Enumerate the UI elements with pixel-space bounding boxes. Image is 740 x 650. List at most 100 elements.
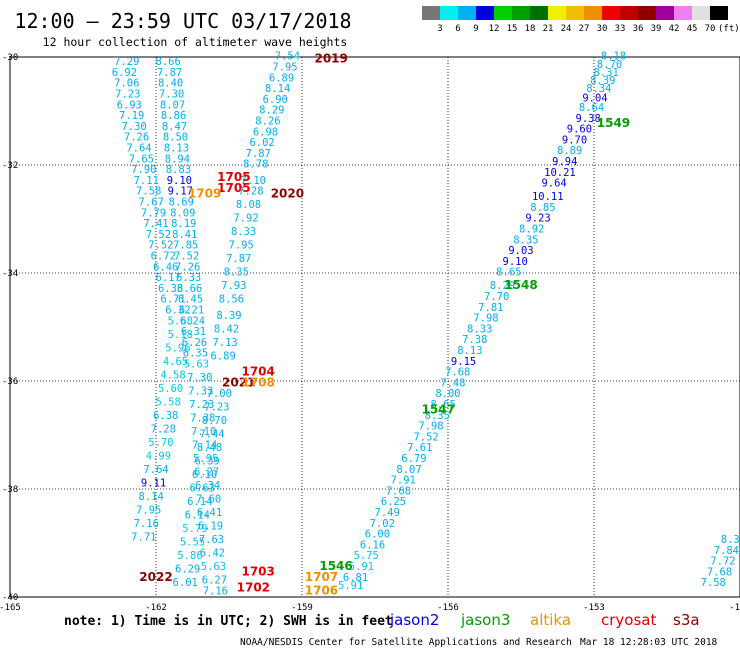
wave-height-value: 9.10 [167,175,192,187]
legend-jason2: jason2 [389,611,439,629]
pass-time-label: 1707 [305,570,338,584]
wave-height-value: 7.98 [473,313,498,325]
wave-height-value: 6.26 [182,337,207,349]
pass-time-label: 1547 [422,402,455,416]
wave-height-value: 7.70 [484,291,509,303]
wave-height-value: 7.52 [146,229,171,241]
wave-height-value: 7.52 [174,251,199,263]
legend-cryosat: cryosat [601,611,656,629]
wave-height-value: 9.94 [552,156,577,168]
plot-frame [9,56,740,598]
wave-height-value: 7.64 [143,464,168,476]
color-scale-tick: 39 [651,24,662,34]
x-tick-label: -150 [729,603,740,613]
wave-height-value: 10.21 [544,167,576,179]
wave-height-value: 6.42 [200,548,225,560]
wave-height-value: 9.11 [141,477,166,489]
wave-height-value: 8.34 [586,83,611,95]
wave-height-value: 8.41 [172,229,197,241]
wave-height-value: 8.40 [158,78,183,90]
wave-height-value: 7.68 [707,566,732,578]
color-scale-tick: 15 [507,24,518,34]
wave-height-value: 7.30 [159,89,184,101]
color-swatch [440,6,458,20]
color-scale-tick: 27 [579,24,590,34]
wave-height-value: 7.23 [189,399,214,411]
wave-height-value: 8.48 [197,442,222,454]
color-scale-tick: 12 [489,24,500,34]
wave-height-value: 8.14 [265,83,290,95]
plot-area: -165 -162 -159 -156 -153 -150 -30 -32 -34 -36 -38 -… [0,51,740,613]
wave-height-value: 5.86 [177,550,202,562]
color-swatch [422,6,440,20]
wave-height-value: 7.65 [129,153,154,165]
wave-height-value: 8.35 [513,234,538,246]
wave-height-value: 6.27 [202,575,227,587]
wave-height-value: 8.86 [161,110,186,122]
wave-height-value: 7.10 [241,175,266,187]
wave-height-value: 6.33 [158,283,183,295]
wave-height-value: 8.3 [721,534,740,546]
chart-title: 12:00 – 23:59 UTC 03/17/2018 [14,9,351,33]
wave-height-value: 8.78 [243,159,268,171]
wave-height-value: 5.63 [184,359,209,371]
wave-height-value: 6.98 [253,126,278,138]
wave-height-value: 7.11 [134,175,159,187]
wave-height-value: 7.68 [386,485,411,497]
wave-height-value: 8.39 [216,310,241,322]
pass-time-label: 1705 [217,170,250,184]
legend-s3a: s3a [673,611,700,629]
wave-height-value: 7.52 [413,431,438,443]
y-tick-label: -38 [2,485,18,495]
wave-height-value: 8.85 [530,202,555,214]
wave-height-value: 5.60 [158,383,183,395]
wave-height-value: 7.41 [143,218,168,230]
wave-height-value: 7.61 [407,442,432,454]
wave-height-value: 6.27 [194,467,219,479]
wave-height-value: 8.47 [162,121,187,133]
color-swatch [674,6,692,20]
wave-height-value: 6.34 [195,480,220,492]
chart-subtitle: 12 hour collection of altimeter wave hei… [43,35,348,49]
wave-height-value: 7.30 [121,121,146,133]
wave-height-value: 7.23 [204,402,229,414]
wave-height-value: 6.41 [197,507,222,519]
wave-height-value: 8.69 [169,197,194,209]
wave-height-value: 10.11 [532,191,564,203]
wave-height-value: 7.91 [391,475,416,487]
wave-height-value: 8.56 [219,294,244,306]
wave-height-value: 9.64 [541,178,566,190]
pass-time-label: 1546 [319,559,352,573]
wave-height-value: 7.52 [148,240,173,252]
wave-height-value: 8.50 [163,132,188,144]
wave-height-value: 8.65 [496,267,521,279]
wave-height-value: 8.35 [224,267,249,279]
wave-height-value: 6.92 [112,67,137,79]
wave-height-value: 7.29 [114,56,139,68]
wave-height-value: 8.07 [396,464,421,476]
wave-height-value: 6.10 [192,469,217,481]
pass-time-label: 1704 [241,365,274,379]
wave-height-value: 7.02 [370,518,395,530]
wave-height-value: 5.96 [165,342,190,354]
wave-height-value: 8.09 [170,207,195,219]
color-swatch [710,6,728,20]
wave-height-value: 8.39 [590,75,615,87]
wave-height-value: 6.71 [160,294,185,306]
wave-height-value: 7.84 [714,545,739,557]
pass-time-label: 1549 [597,116,630,130]
wave-height-value: 7.95 [229,240,254,252]
wave-height-value: 7.26 [175,261,200,273]
wave-height-value: 8.00 [435,388,460,400]
wave-height-value: 7.38 [462,334,487,346]
wave-height-value: 7.68 [445,367,470,379]
satellite-legend: jason2 jason3 altika cryosat s3a [389,611,700,629]
wave-height-value: 6.72 [151,251,176,263]
wave-height-value: 7.92 [233,213,258,225]
pass-time-label: 1708 [241,375,274,389]
wave-height-value: 7.28 [151,423,176,435]
wave-height-value: 6.81 [343,572,368,584]
wave-height-value: 8.13 [457,345,482,357]
color-scale-tick: 36 [633,24,644,34]
wave-height-value: 8.26 [255,116,280,128]
